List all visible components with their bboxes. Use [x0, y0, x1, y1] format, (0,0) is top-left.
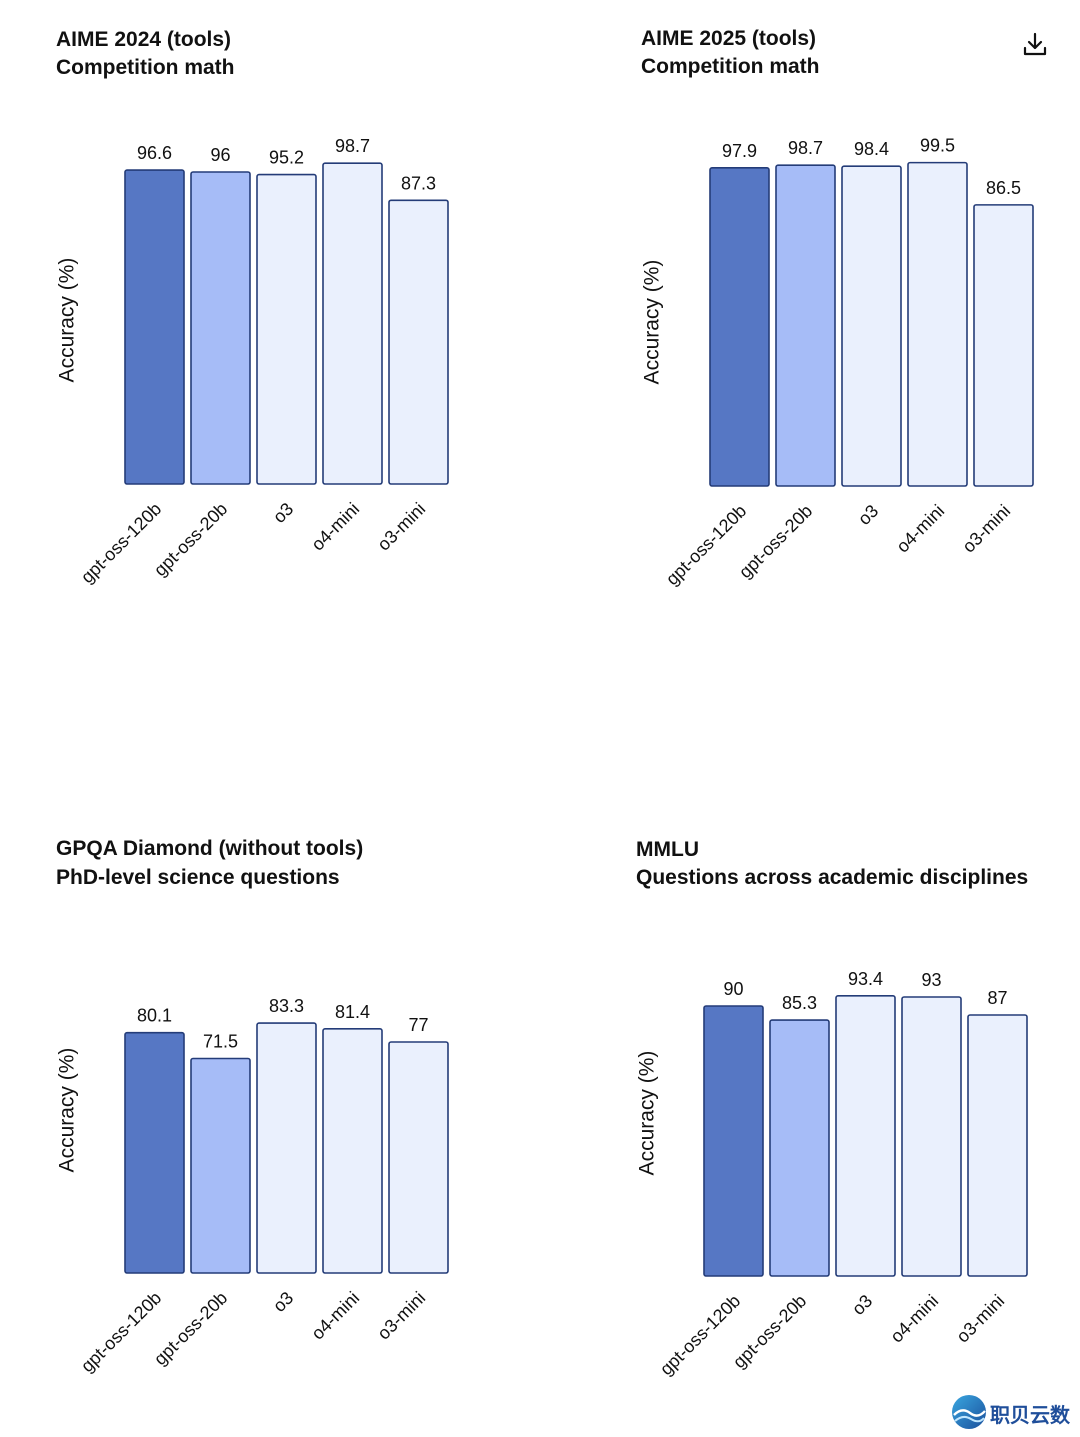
x-tick-label: gpt-oss-120b [77, 1288, 165, 1376]
data-label: 98.7 [335, 136, 370, 156]
y-axis-label: Accuracy (%) [56, 258, 79, 383]
data-label: 85.3 [782, 993, 817, 1013]
x-tick-label: gpt-oss-120b [656, 1291, 744, 1379]
y-axis-label: Accuracy (%) [56, 1048, 79, 1173]
bar [841, 165, 902, 487]
x-tick-label: o3-mini [952, 1291, 1008, 1347]
data-label: 96.6 [137, 143, 172, 163]
data-label: 87.3 [401, 173, 436, 193]
bar [973, 204, 1034, 487]
bar [388, 199, 449, 485]
chart-group: Accuracy (%)96.6gpt-oss-120b96gpt-oss-20… [56, 136, 449, 587]
x-tick-label: o4-mini [886, 1291, 942, 1347]
x-tick-label: o4-mini [307, 1288, 363, 1344]
download-icon [1023, 32, 1047, 56]
bar [709, 167, 770, 487]
bar [256, 173, 317, 485]
x-tick-label: gpt-oss-120b [662, 501, 750, 589]
logo-icon [952, 1395, 986, 1429]
x-tick-label: o3-mini [373, 1288, 429, 1344]
x-tick-label: o3 [269, 499, 297, 527]
bar [322, 162, 383, 485]
chart-title: AIME 2025 (tools) [641, 27, 817, 50]
x-tick-label: o3-mini [958, 501, 1014, 557]
y-axis-label: Accuracy (%) [636, 1051, 659, 1176]
chart-group: Accuracy (%)90gpt-oss-120b85.3gpt-oss-20… [636, 969, 1028, 1379]
data-label: 93.4 [848, 969, 883, 989]
bar [256, 1022, 317, 1274]
data-label: 96 [210, 145, 230, 165]
chart-subtitle: Competition math [56, 56, 235, 79]
data-label: 80.1 [137, 1006, 172, 1026]
data-label: 86.5 [986, 178, 1021, 198]
data-label: 81.4 [335, 1002, 370, 1022]
data-label: 98.7 [788, 138, 823, 158]
data-label: 95.2 [269, 148, 304, 168]
bar [907, 161, 968, 487]
watermark-text: 职贝云数 [990, 1405, 1070, 1427]
bar [703, 1005, 764, 1277]
data-label: 83.3 [269, 996, 304, 1016]
x-tick-label: o3 [269, 1288, 297, 1316]
bar [835, 994, 896, 1277]
watermark: 职贝云数 [950, 1392, 1076, 1432]
chart-title: GPQA Diamond (without tools) [56, 837, 364, 860]
chart-subtitle: Competition math [641, 55, 820, 78]
data-label: 71.5 [203, 1032, 238, 1052]
chart-group: Accuracy (%)80.1gpt-oss-120b71.5gpt-oss-… [56, 996, 449, 1376]
data-label: 97.9 [722, 141, 757, 161]
bar [190, 1057, 251, 1274]
bar [388, 1041, 449, 1274]
bar [322, 1028, 383, 1274]
x-tick-label: o3 [848, 1291, 876, 1319]
chart-subtitle: Questions across academic disciplines [636, 866, 1029, 889]
bar [967, 1014, 1028, 1277]
bar [775, 164, 836, 487]
x-tick-label: gpt-oss-120b [77, 499, 165, 587]
chart-subtitle: PhD-level science questions [56, 866, 340, 889]
chart-title: MMLU [636, 838, 699, 861]
download-button[interactable] [1018, 28, 1052, 62]
bar [901, 996, 962, 1277]
data-label: 93 [921, 970, 941, 990]
chart-group: Accuracy (%)97.9gpt-oss-120b98.7gpt-oss-… [641, 136, 1034, 589]
bar [190, 171, 251, 485]
data-label: 77 [408, 1015, 428, 1035]
chart-title: AIME 2024 (tools) [56, 28, 232, 51]
data-label: 98.4 [854, 139, 889, 159]
bar [124, 169, 185, 485]
data-label: 90 [723, 979, 743, 999]
y-axis-label: Accuracy (%) [641, 260, 664, 385]
data-label: 99.5 [920, 136, 955, 156]
data-label: 87 [987, 988, 1007, 1008]
bar [769, 1019, 830, 1277]
x-tick-label: o4-mini [307, 499, 363, 555]
x-tick-label: o3-mini [373, 499, 429, 555]
bar [124, 1031, 185, 1274]
x-tick-label: o4-mini [892, 501, 948, 557]
x-tick-label: o3 [854, 501, 882, 529]
